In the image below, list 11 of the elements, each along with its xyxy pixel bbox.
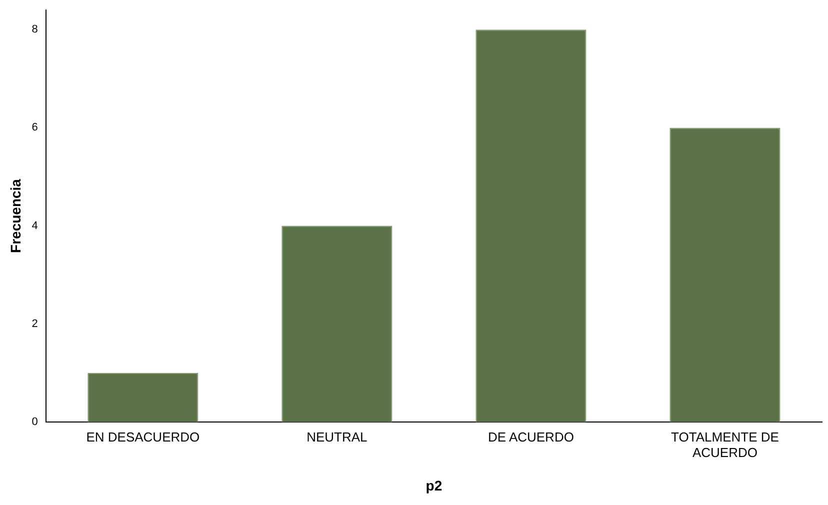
y-tick-label: 8 xyxy=(32,24,38,36)
y-tick-label: 6 xyxy=(32,122,38,134)
x-tick-label: NEUTRAL xyxy=(306,429,368,444)
y-tick-label: 2 xyxy=(32,318,38,330)
x-tick-label: DE ACUERDO xyxy=(488,429,574,444)
y-axis-title: Frecuencia xyxy=(7,178,24,253)
y-tick-label: 0 xyxy=(32,416,38,428)
x-tick-label: EN DESACUERDO xyxy=(86,429,200,444)
y-tick-label: 4 xyxy=(32,220,38,232)
x-tick-label: TOTALMENTE DE ACUERDO xyxy=(671,429,780,460)
x-axis-title: p2 xyxy=(426,477,442,494)
